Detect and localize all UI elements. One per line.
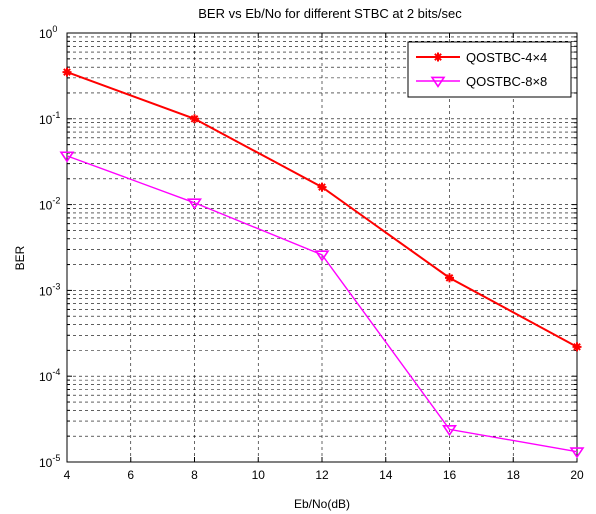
series-1	[62, 67, 582, 352]
legend-box	[407, 41, 572, 98]
y-tick-label: 10-1	[39, 110, 60, 127]
x-tick-label: 20	[570, 468, 584, 482]
x-tick-label: 8	[191, 468, 198, 482]
x-tick-label: 4	[64, 468, 71, 482]
data-point-marker	[433, 52, 443, 62]
data-point-marker	[430, 76, 446, 88]
grid-lines	[67, 33, 577, 462]
data-point-marker	[190, 114, 199, 124]
data-point-marker	[317, 182, 327, 192]
data-point-marker	[62, 67, 72, 77]
data-point-marker	[445, 273, 454, 283]
x-axis-label: Eb/No(dB)	[294, 497, 350, 511]
x-tick-label: 16	[443, 468, 457, 482]
series-2	[59, 151, 585, 459]
legend: QOSTBC-4×4 QOSTBC-8×8	[407, 41, 572, 98]
data-point-marker	[569, 447, 585, 459]
y-tick-label: 100	[39, 24, 57, 41]
data-point-marker	[59, 151, 75, 163]
x-tick-label: 10	[252, 468, 266, 482]
data-point-marker	[442, 424, 457, 437]
y-tick-label: 10-2	[39, 196, 60, 213]
y-tick-label: 10-3	[39, 281, 60, 298]
y-axis-label: BER	[13, 245, 27, 270]
x-tick-label: 12	[315, 468, 329, 482]
data-point-marker	[572, 342, 582, 352]
series-layer	[59, 67, 585, 459]
x-tick-label: 6	[127, 468, 134, 482]
chart-title: BER vs Eb/No for different STBC at 2 bit…	[198, 6, 462, 21]
series-line	[66, 155, 578, 453]
x-tick-label: 18	[507, 468, 521, 482]
x-tick-label: 14	[379, 468, 393, 482]
data-point-marker	[187, 198, 202, 210]
legend-label: QOSTBC-4×4	[466, 50, 547, 65]
data-point-marker	[314, 250, 330, 262]
y-tick-label: 10-5	[39, 453, 60, 470]
y-tick-label: 10-4	[39, 367, 60, 384]
legend-label: QOSTBC-8×8	[466, 74, 547, 89]
axes: 4 6 8 10 12 14 16 18 20 100 10-1 10-2 10-3 10-4 10-5	[39, 24, 584, 482]
